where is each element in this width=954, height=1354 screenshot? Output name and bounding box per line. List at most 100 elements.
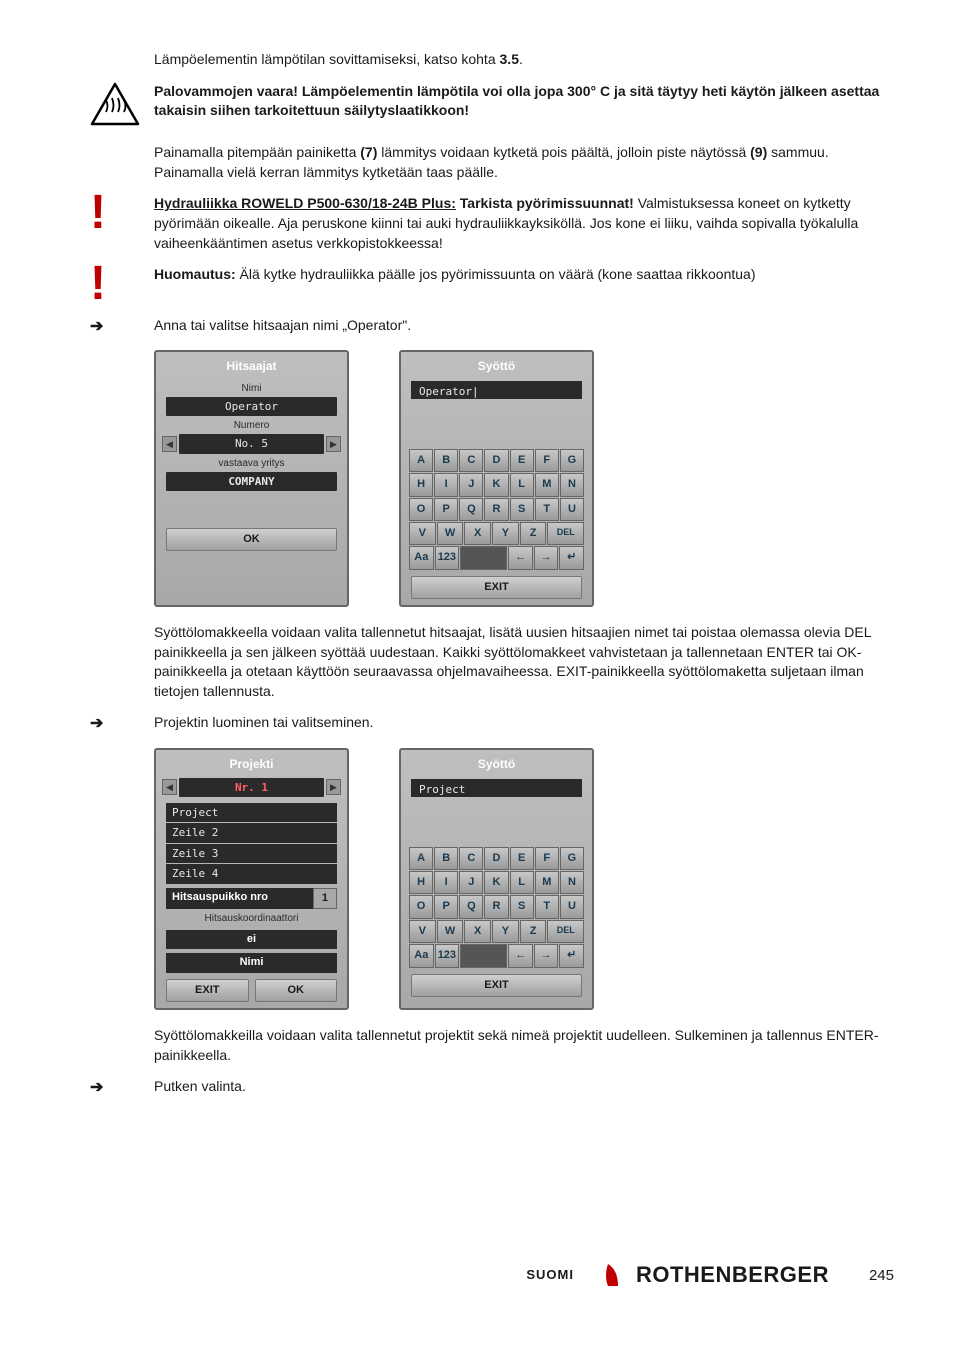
key[interactable]: O (409, 895, 433, 918)
key[interactable]: W (437, 522, 464, 545)
key[interactable]: X (464, 920, 491, 943)
key[interactable]: B (434, 449, 458, 472)
key[interactable]: Y (492, 920, 519, 943)
key-left[interactable]: ← (508, 546, 533, 569)
field-ei[interactable]: ei (166, 930, 337, 949)
step-text: Putken valinta. (154, 1077, 894, 1097)
key[interactable]: K (484, 473, 508, 496)
key[interactable]: I (434, 871, 458, 894)
field-numero[interactable]: No. 5 (179, 434, 324, 453)
key[interactable]: P (434, 498, 458, 521)
label-numero: Numero (160, 419, 343, 433)
key[interactable]: Z (520, 920, 547, 943)
key[interactable]: F (535, 449, 559, 472)
key[interactable]: H (409, 871, 433, 894)
key[interactable]: E (510, 449, 534, 472)
list-item[interactable]: Zeile 3 (166, 844, 337, 863)
key[interactable]: V (409, 522, 436, 545)
heading-text: Hitsauspuikko nro (166, 888, 313, 909)
field-nr[interactable]: Nr. 1 (179, 778, 324, 797)
key[interactable]: U (560, 895, 584, 918)
key[interactable]: K (484, 871, 508, 894)
key[interactable]: R (484, 498, 508, 521)
key[interactable]: C (459, 847, 483, 870)
warning-burn: Palovammojen vaara! Lämpöelementin lämpö… (90, 82, 894, 132)
key-left[interactable]: ← (508, 944, 533, 967)
ok-button[interactable]: OK (255, 979, 338, 1002)
nav-right-icon[interactable]: ▶ (326, 779, 341, 795)
key[interactable]: N (560, 871, 584, 894)
nav-left-icon[interactable]: ◀ (162, 779, 177, 795)
key-123[interactable]: 123 (435, 944, 460, 967)
key-enter[interactable]: ↵ (559, 546, 584, 569)
key[interactable]: Y (492, 522, 519, 545)
key[interactable]: I (434, 473, 458, 496)
exit-button[interactable]: EXIT (411, 576, 582, 599)
key[interactable]: S (510, 895, 534, 918)
screen-title: Projekti (160, 754, 343, 777)
exit-button[interactable]: EXIT (411, 974, 582, 997)
key[interactable]: J (459, 473, 483, 496)
key[interactable]: F (535, 847, 559, 870)
key[interactable]: N (560, 473, 584, 496)
key[interactable]: J (459, 871, 483, 894)
list-item[interactable]: Zeile 4 (166, 864, 337, 883)
exit-button[interactable]: EXIT (166, 979, 249, 1002)
key[interactable]: T (535, 895, 559, 918)
nav-right-icon[interactable]: ▶ (326, 436, 341, 452)
key[interactable]: O (409, 498, 433, 521)
key-del[interactable]: DEL (547, 920, 584, 943)
ref: (7) (360, 144, 377, 160)
key[interactable]: Q (459, 498, 483, 521)
nav-left-icon[interactable]: ◀ (162, 436, 177, 452)
key-del[interactable]: DEL (547, 522, 584, 545)
brand-logo-icon (604, 1262, 632, 1288)
key-space[interactable] (460, 546, 507, 569)
key[interactable]: T (535, 498, 559, 521)
key[interactable]: U (560, 498, 584, 521)
key[interactable]: X (464, 522, 491, 545)
key[interactable]: G (560, 449, 584, 472)
info-hydraulics: ! Hydrauliikka ROWELD P500-630/18-24B Pl… (90, 194, 894, 253)
field-yritys[interactable]: COMPANY (166, 472, 337, 491)
key[interactable]: A (409, 449, 433, 472)
list-item[interactable]: Zeile 2 (166, 823, 337, 842)
key-right[interactable]: → (534, 944, 559, 967)
key[interactable]: S (510, 498, 534, 521)
key-123[interactable]: 123 (435, 546, 460, 569)
key[interactable]: P (434, 895, 458, 918)
key[interactable]: M (535, 473, 559, 496)
field-nimi[interactable]: Operator (166, 397, 337, 416)
key-right[interactable]: → (534, 546, 559, 569)
key[interactable]: C (459, 449, 483, 472)
key[interactable]: D (484, 847, 508, 870)
key[interactable]: L (510, 871, 534, 894)
key-enter[interactable]: ↵ (559, 944, 584, 967)
key[interactable]: A (409, 847, 433, 870)
key[interactable]: Z (520, 522, 547, 545)
key[interactable]: V (409, 920, 436, 943)
key[interactable]: L (510, 473, 534, 496)
key[interactable]: E (510, 847, 534, 870)
key-case[interactable]: Aa (409, 546, 434, 569)
list-item[interactable]: Project (166, 803, 337, 822)
key[interactable]: G (560, 847, 584, 870)
screen-syotto-2: Syöttö Project A B C D E F G H I J K L M… (399, 748, 594, 1010)
key[interactable]: Q (459, 895, 483, 918)
key-space[interactable] (460, 944, 507, 967)
input-field[interactable]: Project (411, 779, 582, 797)
ok-button[interactable]: OK (166, 528, 337, 551)
field-nr-nav: ◀ Nr. 1 ▶ (162, 778, 341, 797)
key-case[interactable]: Aa (409, 944, 434, 967)
screens-row-1: Hitsaajat Nimi Operator Numero ◀ No. 5 ▶… (154, 350, 894, 607)
key[interactable]: R (484, 895, 508, 918)
input-field[interactable]: Operator| (411, 381, 582, 399)
key[interactable]: W (437, 920, 464, 943)
key[interactable]: B (434, 847, 458, 870)
key[interactable]: D (484, 449, 508, 472)
key[interactable]: M (535, 871, 559, 894)
field-nimi[interactable]: Nimi (166, 953, 337, 972)
key[interactable]: H (409, 473, 433, 496)
text: Lämpöelementin lämpötilan sovittamiseksi… (154, 51, 500, 67)
field-numero-nav: ◀ No. 5 ▶ (162, 434, 341, 453)
